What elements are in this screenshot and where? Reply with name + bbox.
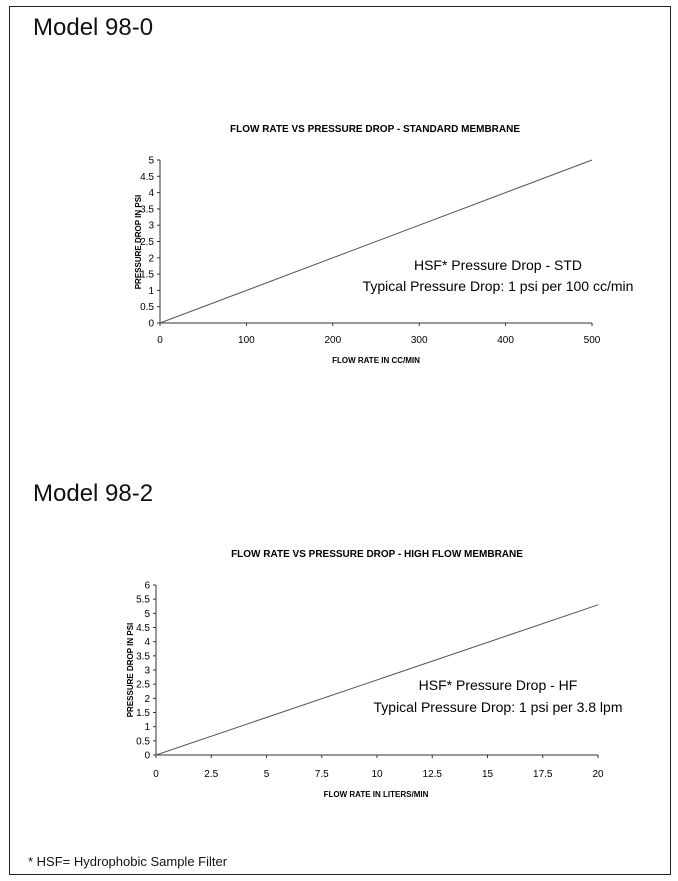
- y-tick-label: 6: [144, 581, 150, 592]
- y-tick-label: 2.5: [140, 237, 154, 248]
- x-tick-label: 7.5: [315, 769, 329, 780]
- page-frame: [9, 6, 671, 875]
- y-tick-label: 4.5: [140, 172, 154, 183]
- y-tick-label: 3: [148, 221, 154, 232]
- y-tick-label: 0: [144, 751, 150, 762]
- chart-title: FLOW RATE VS PRESSURE DROP - HIGH FLOW M…: [231, 549, 523, 560]
- y-tick-label: 4: [144, 637, 150, 648]
- y-tick-label: 4: [148, 188, 154, 199]
- series-line: [155, 604, 599, 756]
- y-tick-label: 5: [144, 609, 150, 620]
- x-tick-label: 17.5: [533, 769, 553, 780]
- y-tick-label: 1.5: [136, 708, 150, 719]
- x-tick-label: 20: [592, 769, 604, 780]
- chart-annotation: HSF* Pressure Drop - STD: [414, 257, 582, 273]
- y-tick-label: 1.5: [140, 270, 154, 281]
- chart-title: FLOW RATE VS PRESSURE DROP - STANDARD ME…: [230, 124, 520, 135]
- y-tick-label: 3.5: [140, 204, 154, 215]
- x-tick-label: 2.5: [204, 769, 218, 780]
- chart-standard-membrane: FLOW RATE VS PRESSURE DROP - STANDARD ME…: [134, 124, 634, 365]
- y-tick-label: 3.5: [136, 651, 150, 662]
- y-tick-label: 3: [144, 666, 150, 677]
- y-tick-label: 2.5: [136, 680, 150, 691]
- y-tick-label: 2: [148, 253, 154, 264]
- series-line: [159, 159, 593, 324]
- chart-high-flow-membrane: FLOW RATE VS PRESSURE DROP - HIGH FLOW M…: [126, 549, 623, 799]
- x-tick-label: 5: [264, 769, 270, 780]
- y-tick-label: 0: [148, 319, 154, 330]
- x-tick-label: 10: [371, 769, 383, 780]
- x-tick-label: 200: [324, 335, 341, 346]
- chart-annotation: Typical Pressure Drop: 1 psi per 100 cc/…: [363, 278, 634, 294]
- model-title-98-0: Model 98-0: [33, 14, 154, 41]
- x-tick-label: 0: [153, 769, 159, 780]
- x-axis-label: FLOW RATE IN CC/MIN: [332, 356, 420, 365]
- x-tick-label: 400: [497, 335, 514, 346]
- y-tick-label: 0.5: [136, 736, 150, 747]
- y-tick-label: 1: [148, 286, 154, 297]
- y-tick-label: 5: [148, 156, 154, 167]
- model-title-98-2: Model 98-2: [33, 480, 154, 507]
- x-tick-label: 300: [411, 335, 428, 346]
- x-tick-label: 15: [482, 769, 494, 780]
- y-axis-label: PRESSURE DROP IN PSI: [126, 623, 135, 718]
- y-tick-label: 0.5: [140, 302, 154, 313]
- y-tick-label: 5.5: [136, 595, 150, 606]
- x-tick-label: 100: [238, 335, 255, 346]
- x-tick-label: 500: [584, 335, 601, 346]
- x-tick-label: 12.5: [423, 769, 443, 780]
- x-tick-label: 0: [157, 335, 163, 346]
- y-tick-label: 4.5: [136, 623, 150, 634]
- chart-annotation: HSF* Pressure Drop - HF: [419, 677, 578, 693]
- footnote: * HSF= Hydrophobic Sample Filter: [28, 854, 228, 869]
- chart-annotation: Typical Pressure Drop: 1 psi per 3.8 lpm: [374, 699, 623, 715]
- y-tick-label: 2: [144, 694, 150, 705]
- y-tick-label: 1: [144, 722, 150, 733]
- x-axis-label: FLOW RATE IN LITERS/MIN: [324, 790, 429, 799]
- y-axis-label: PRESSURE DROP IN PSI: [134, 195, 143, 290]
